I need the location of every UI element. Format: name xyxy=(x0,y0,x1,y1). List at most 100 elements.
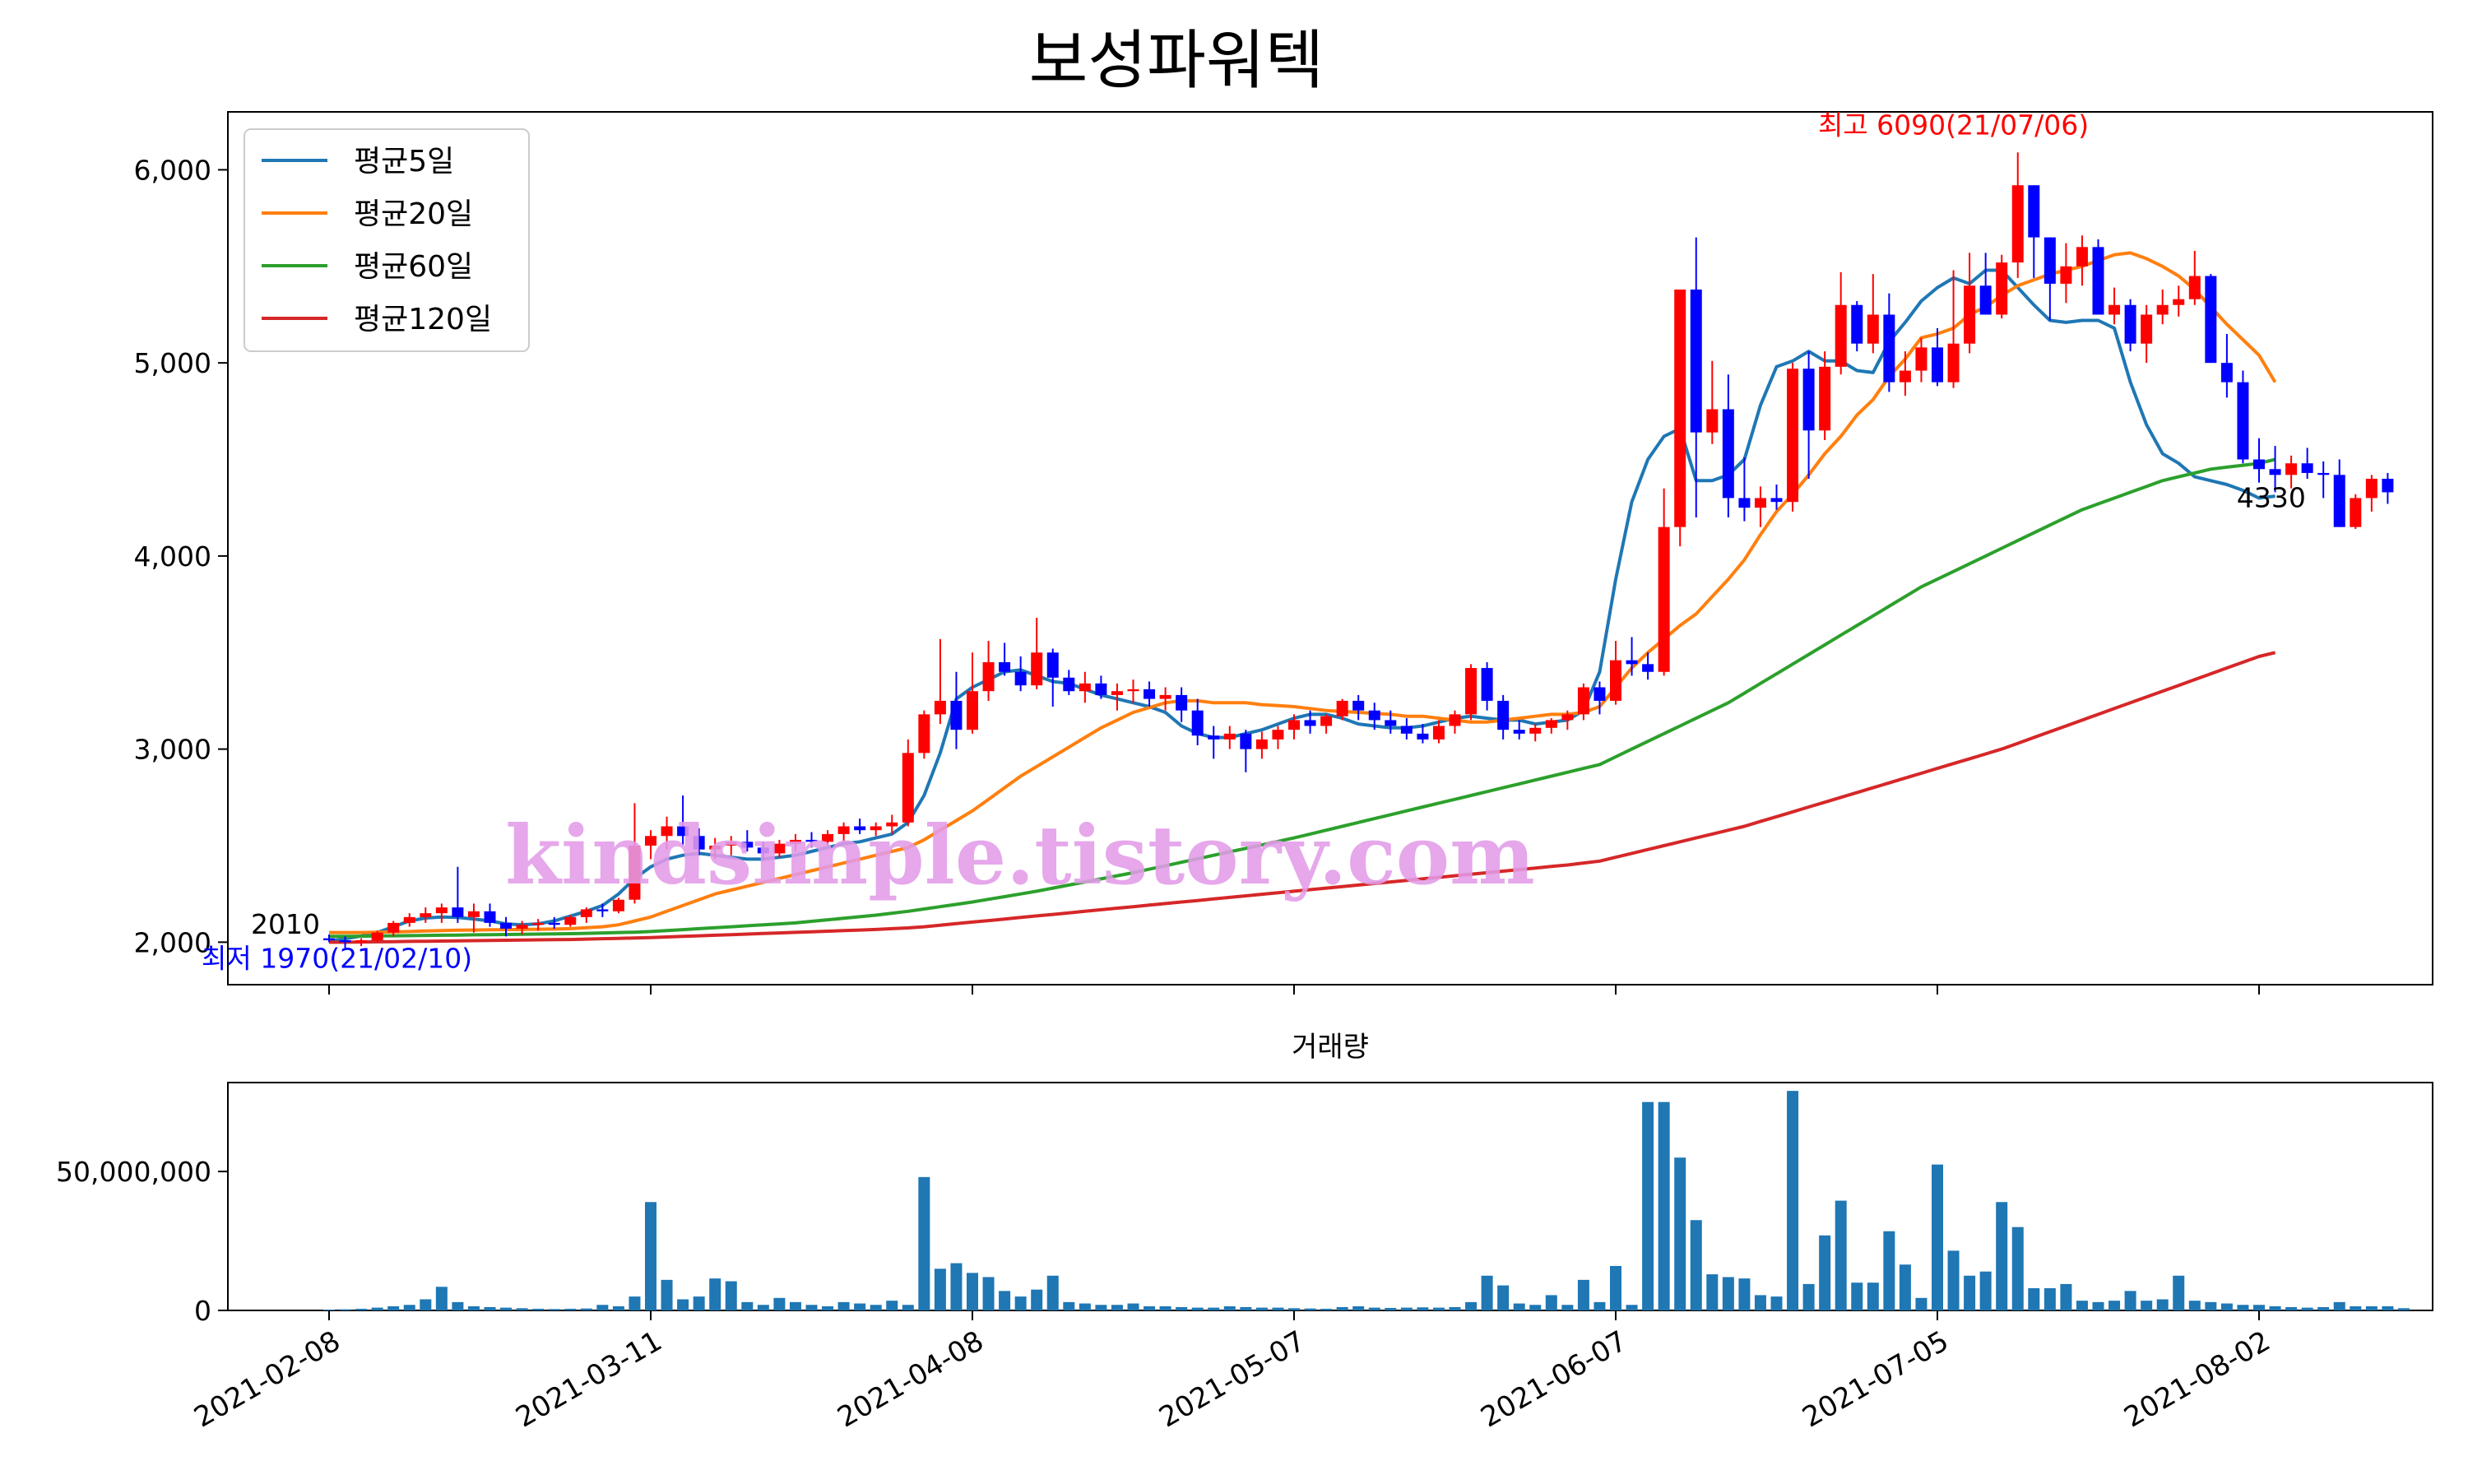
candle-body xyxy=(1787,369,1799,503)
volume-bar xyxy=(1915,1297,1928,1310)
volume-bar xyxy=(1529,1305,1542,1310)
volume-bar xyxy=(580,1308,592,1310)
candle-body xyxy=(500,922,513,929)
volume-bar xyxy=(2205,1301,2217,1310)
candle-body xyxy=(1223,733,1236,740)
candle-body xyxy=(1577,687,1589,715)
candle-body xyxy=(773,843,786,854)
candle-body xyxy=(2076,247,2088,267)
volume-bar xyxy=(1223,1305,1236,1310)
candle-body xyxy=(934,700,946,715)
candle-body xyxy=(999,661,1011,672)
volume-bar xyxy=(1690,1220,1702,1310)
candle-body xyxy=(1272,730,1284,740)
candle-body xyxy=(1063,677,1075,692)
volume-bar xyxy=(1545,1295,1557,1310)
candle-body xyxy=(1594,687,1606,701)
volume-bar xyxy=(1385,1307,1397,1310)
volume-bar xyxy=(1063,1301,1075,1310)
annotation-label: 최고 6090(21/07/06) xyxy=(1818,109,2089,141)
candle-body xyxy=(629,845,641,900)
candle-body xyxy=(967,691,978,730)
candle-body xyxy=(950,700,963,730)
ma-line-평균120일 xyxy=(329,651,2276,944)
volume-bar xyxy=(2028,1287,2040,1310)
volume-bar xyxy=(1465,1301,1478,1310)
candle-body xyxy=(355,940,368,943)
volume-bar xyxy=(2044,1287,2056,1310)
candle-body xyxy=(1288,720,1300,730)
candle-body xyxy=(1883,314,1895,383)
candle-body xyxy=(1561,714,1574,721)
candle-body xyxy=(757,847,769,854)
price-y-tick-label: 6,000 xyxy=(134,154,211,186)
volume-bar xyxy=(934,1268,946,1310)
volume-bar xyxy=(2011,1227,2024,1310)
legend-box xyxy=(244,128,530,352)
volume-bar xyxy=(1352,1305,1365,1310)
candle-body xyxy=(1947,343,1960,383)
volume-bar xyxy=(757,1305,769,1310)
candle-body xyxy=(2220,363,2233,383)
volume-bar xyxy=(1674,1157,1686,1310)
candle-body xyxy=(1626,660,1638,665)
legend-label: 평균60일 xyxy=(354,250,473,284)
candle-body xyxy=(902,753,914,823)
price-annotations: 최고 6090(21/07/06) 최저 1970(21/02/10)2010 43… xyxy=(202,109,2306,974)
volume-bar xyxy=(1835,1200,1847,1310)
candle-body xyxy=(1095,683,1107,695)
volume-bar xyxy=(645,1202,656,1310)
x-tick-label: 2021-06-07 xyxy=(1475,1324,1632,1434)
volume-bar xyxy=(1432,1307,1445,1310)
volume-y-tick-label: 0 xyxy=(194,1295,211,1327)
candle-body xyxy=(1610,660,1621,701)
volume-title: 거래량 xyxy=(1292,1031,1369,1064)
volume-bar xyxy=(902,1305,914,1310)
legend-label: 평균5일 xyxy=(354,145,454,179)
candle-body xyxy=(1819,366,1831,431)
candle-body xyxy=(1835,304,1847,367)
candle-body xyxy=(1079,683,1091,692)
volume-bar xyxy=(773,1297,786,1310)
candle-body xyxy=(1320,716,1333,726)
candle-body xyxy=(822,833,834,842)
volume-bar xyxy=(2269,1305,2281,1310)
volume-bar xyxy=(1932,1164,1943,1310)
candle-body xyxy=(387,922,400,933)
volume-bar xyxy=(2253,1305,2265,1310)
volume-bar xyxy=(982,1277,995,1310)
volume-bar xyxy=(1368,1307,1380,1310)
candle-body xyxy=(1674,289,1686,527)
volume-bar xyxy=(725,1281,737,1310)
volume-bar xyxy=(2365,1305,2378,1310)
candle-body xyxy=(1304,720,1316,726)
candle-body xyxy=(2092,247,2104,315)
candle-body xyxy=(2285,463,2298,475)
volume-bars xyxy=(323,1091,2410,1310)
volume-bar xyxy=(999,1291,1011,1310)
legend-label: 평균120일 xyxy=(354,303,492,336)
volume-bar xyxy=(2333,1301,2345,1310)
volume-y-axis: 0 50,000,000 xyxy=(56,1156,228,1327)
volume-bar xyxy=(1208,1307,1220,1310)
candle-body xyxy=(2124,304,2136,344)
candle-body xyxy=(2301,463,2313,473)
volume-bar xyxy=(1159,1305,1171,1310)
volume-bar xyxy=(1449,1306,1461,1310)
candle-body xyxy=(2317,472,2330,475)
candle-body xyxy=(2156,304,2169,315)
candle-body xyxy=(580,909,592,917)
volume-bar xyxy=(1176,1306,1188,1310)
volume-bar xyxy=(1610,1265,1621,1310)
volume-bar xyxy=(2397,1308,2410,1310)
x-tick-label: 2021-05-07 xyxy=(1153,1324,1311,1434)
volume-bar xyxy=(1642,1101,1654,1310)
candle-body xyxy=(918,714,930,754)
candle-body xyxy=(516,925,528,929)
ma-line-평균20일 xyxy=(329,251,2277,934)
volume-bar xyxy=(629,1296,641,1310)
candle-body xyxy=(2382,478,2394,493)
volume-bar xyxy=(1255,1307,1268,1310)
candle-body xyxy=(2173,299,2185,305)
